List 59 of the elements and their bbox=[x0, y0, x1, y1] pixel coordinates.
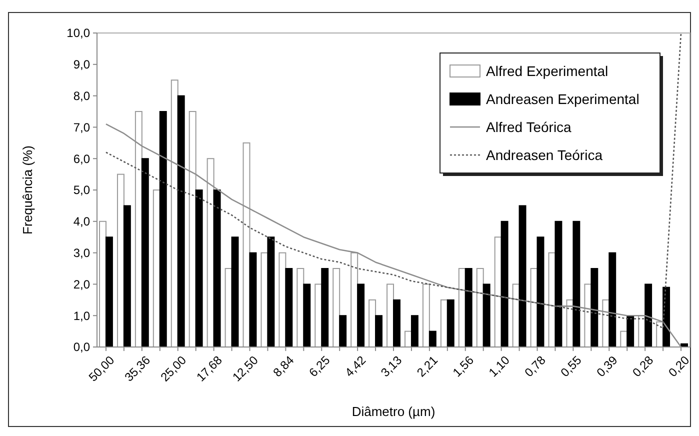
bar bbox=[231, 236, 239, 348]
y-tick-label: 7,0 bbox=[73, 120, 90, 134]
bar bbox=[500, 220, 508, 348]
y-tick-label: 1,0 bbox=[73, 308, 90, 323]
y-tick-label: 2,0 bbox=[73, 277, 90, 292]
bar bbox=[590, 268, 598, 348]
bar bbox=[554, 220, 562, 348]
bar bbox=[626, 315, 634, 348]
bar bbox=[644, 284, 652, 348]
legend-label: Alfred Teórica bbox=[486, 118, 572, 135]
bar bbox=[267, 236, 275, 348]
x-tick-label: 0,78 bbox=[522, 352, 549, 380]
bar bbox=[177, 95, 185, 348]
bar bbox=[188, 111, 196, 348]
bar bbox=[608, 252, 616, 348]
x-tick-label: 4,42 bbox=[342, 352, 369, 380]
bar bbox=[303, 284, 311, 348]
bar bbox=[446, 299, 454, 348]
bar bbox=[422, 284, 430, 348]
y-tick-label: 3,0 bbox=[73, 246, 90, 260]
bar bbox=[249, 252, 257, 348]
bar bbox=[159, 111, 167, 348]
bar bbox=[339, 315, 347, 348]
x-tick-label: 2,21 bbox=[414, 352, 441, 380]
legend-label: Andreasen Experimental bbox=[486, 90, 640, 107]
y-tick-label: 8,0 bbox=[73, 89, 90, 103]
bar bbox=[393, 299, 400, 348]
y-tick-label: 10,0 bbox=[66, 26, 90, 40]
y-tick-label: 9,0 bbox=[73, 58, 90, 72]
line-series bbox=[105, 32, 682, 329]
legend-label: Alfred Experimental bbox=[486, 62, 608, 79]
bar bbox=[410, 315, 418, 348]
bar bbox=[375, 315, 382, 348]
bar bbox=[195, 190, 203, 348]
bar bbox=[368, 299, 376, 348]
x-tick-label: 0,20 bbox=[666, 352, 692, 380]
legend-label: Andreasen Teórica bbox=[486, 146, 603, 163]
bar bbox=[141, 158, 149, 348]
y-tick-label: 0,0 bbox=[73, 340, 90, 354]
bar bbox=[105, 236, 113, 348]
bar bbox=[332, 268, 340, 348]
bar bbox=[572, 220, 580, 348]
y-tick-label: 5,0 bbox=[73, 183, 90, 198]
y-axis-title: Frequência (%) bbox=[20, 146, 35, 234]
y-tick-label: 6,0 bbox=[73, 152, 90, 166]
bar bbox=[518, 205, 526, 348]
y-tick-label: 4,0 bbox=[73, 214, 90, 229]
x-tick-label: 0,39 bbox=[594, 352, 620, 380]
x-axis-title: Diâmetro (µm) bbox=[352, 404, 436, 419]
bar bbox=[482, 284, 490, 348]
bar bbox=[357, 284, 365, 348]
bar bbox=[428, 330, 436, 348]
bar bbox=[285, 268, 293, 348]
bar bbox=[123, 205, 131, 348]
bar bbox=[536, 236, 544, 348]
x-tick-label: 0,28 bbox=[630, 352, 656, 380]
bar bbox=[213, 190, 221, 348]
bar bbox=[321, 268, 329, 348]
bar bbox=[464, 268, 472, 348]
